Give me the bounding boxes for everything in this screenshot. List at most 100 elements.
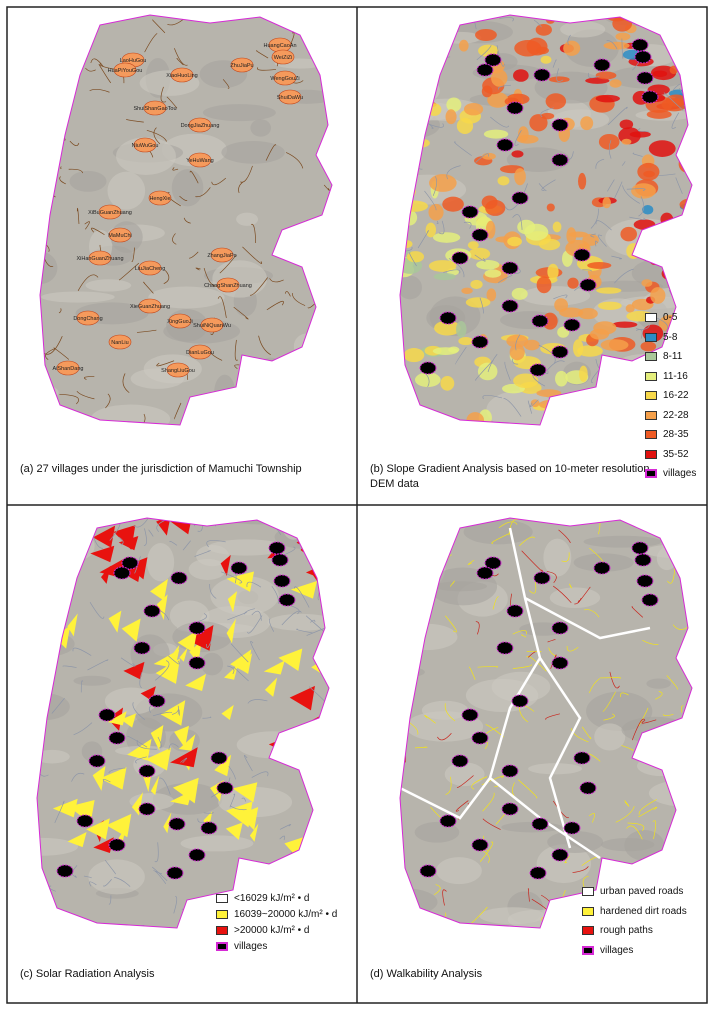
terrain	[287, 720, 329, 749]
road	[445, 615, 457, 633]
road	[240, 870, 247, 886]
road	[615, 806, 635, 823]
slope-patch	[545, 15, 556, 24]
slope-patch	[511, 150, 524, 158]
legend-item: 22-28	[645, 406, 696, 426]
road	[479, 841, 494, 862]
terrain	[400, 74, 440, 106]
road	[300, 352, 316, 372]
road	[206, 540, 226, 548]
village	[273, 70, 297, 86]
terrain	[148, 286, 225, 309]
road	[482, 394, 503, 400]
slope-patch	[507, 236, 522, 247]
road	[621, 38, 624, 59]
road	[85, 67, 96, 72]
legend-swatch	[645, 469, 657, 479]
road	[189, 251, 199, 259]
road	[475, 359, 494, 381]
road	[102, 778, 111, 783]
village	[188, 152, 212, 168]
terrain	[90, 404, 171, 425]
road	[504, 202, 520, 211]
slope-patch	[536, 389, 562, 397]
road	[247, 699, 268, 704]
road	[588, 678, 601, 693]
slope-patch	[400, 200, 428, 212]
slope-patch	[511, 287, 528, 300]
road	[567, 34, 571, 45]
road	[662, 713, 674, 717]
radiation-patch	[127, 738, 152, 761]
legend-label: <16029 kJ/m² • d	[234, 892, 310, 904]
terrain	[543, 538, 572, 577]
road	[136, 329, 157, 333]
slope-patch	[595, 94, 620, 103]
legend-swatch	[582, 945, 594, 955]
road	[269, 618, 275, 632]
road	[437, 732, 452, 741]
slope-patch	[523, 339, 540, 351]
road	[222, 79, 230, 89]
village-label: XieGuanZhuang	[130, 304, 170, 310]
road	[59, 40, 76, 52]
slope-patch	[577, 345, 603, 357]
village-label: ShangLiuGou	[161, 368, 195, 374]
slope-patch	[425, 222, 437, 238]
radiation-patch	[107, 711, 127, 726]
road	[667, 32, 678, 39]
road	[642, 639, 659, 645]
legend: urban paved roads hardened dirt roads roug…	[582, 882, 687, 960]
road	[279, 824, 292, 830]
road	[260, 405, 270, 414]
road	[609, 671, 620, 689]
road	[632, 152, 643, 157]
terrain	[250, 119, 272, 137]
slope-patch	[468, 247, 491, 260]
slope-patch	[566, 227, 577, 244]
road	[99, 63, 116, 70]
slope-patch	[481, 195, 498, 209]
road	[546, 571, 557, 583]
slope-patch	[439, 416, 453, 425]
radiation-patch	[226, 801, 253, 828]
road	[157, 736, 162, 749]
village	[88, 754, 106, 768]
slope-patch	[668, 21, 687, 29]
village	[98, 708, 116, 722]
road	[677, 740, 687, 745]
road	[541, 916, 559, 927]
village	[529, 866, 547, 880]
road	[569, 583, 573, 589]
legend-swatch	[645, 449, 657, 459]
road	[474, 254, 486, 262]
village-label: HuangCaoAn	[263, 43, 296, 49]
legend-swatch	[216, 941, 228, 951]
road	[229, 793, 236, 808]
slope-patch	[440, 375, 455, 391]
road	[514, 130, 522, 146]
radiation-patch	[220, 554, 231, 577]
road	[663, 92, 684, 111]
slope-patch	[513, 69, 529, 82]
slope-patch	[538, 399, 566, 410]
caption: (b) Slope Gradient Analysis based on 10-…	[370, 463, 650, 490]
road	[266, 300, 284, 311]
village	[636, 71, 654, 85]
road	[512, 664, 532, 669]
road	[279, 835, 286, 841]
road	[417, 230, 429, 249]
slope-patch	[545, 93, 567, 110]
legend-item: <16029 kJ/m² • d	[216, 890, 337, 906]
legend-label: 35-52	[663, 448, 689, 460]
road	[566, 645, 579, 652]
slope-patch	[458, 39, 469, 52]
slope-patch	[609, 79, 622, 88]
road	[626, 188, 646, 192]
road	[306, 628, 325, 636]
road	[607, 106, 628, 126]
radiation-patch	[118, 536, 139, 551]
road	[37, 525, 38, 539]
road	[652, 740, 663, 759]
